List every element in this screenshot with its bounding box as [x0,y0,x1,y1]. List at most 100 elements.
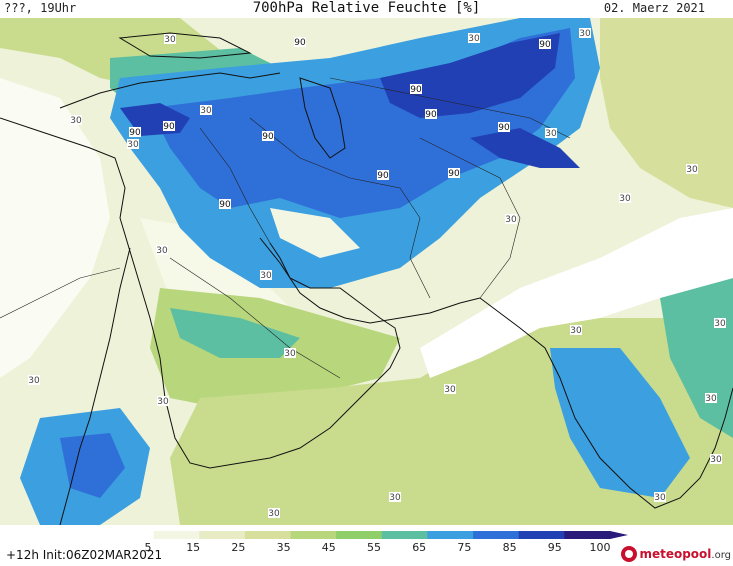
moist-zone-oman [170,308,300,358]
border-afghan [419,137,521,299]
svg-text:90: 90 [448,169,460,179]
contour-label-30: 30 [705,393,717,404]
contour-label-90: 90 [129,127,141,138]
contour-label-90: 90 [425,109,437,120]
svg-text:30: 30 [570,326,582,336]
contour-labels: 30 90 90 30 30 90 [28,28,726,519]
colorbar-cell [564,531,611,539]
colorbar-cell [427,531,474,539]
colorbar-tick-label: 45 [321,541,336,554]
svg-text:30: 30 [389,493,401,503]
contour-label-90: 90 [262,131,274,142]
contour-label-30: 30 [654,492,666,503]
moist-zone-northeast [600,18,733,208]
contour-label-30: 30 [127,139,139,150]
svg-text:30: 30 [705,394,717,404]
coast-red-sea-africa [59,247,131,525]
contour-label-90: 90 [294,37,306,48]
contour-label-30: 30 [389,492,401,503]
coast-turkey [59,72,281,109]
coastlines [0,32,733,525]
svg-text:30: 30 [468,34,480,44]
border-iraq [199,127,271,244]
colorbar-cell [290,531,337,539]
logo-suffix: .org [711,550,731,561]
coast-persian-gulf [259,237,481,324]
chart-title: 700hPa Relative Feuchte [%] [252,0,481,16]
moist-zone-africa-core [60,433,125,498]
contour-label-30: 30 [686,164,698,175]
contour-label-30: 30 [710,454,722,465]
svg-text:30: 30 [268,509,280,519]
contour-label-30: 30 [164,34,176,45]
svg-text:30: 30 [70,116,82,126]
contour-label-30: 30 [468,33,480,44]
svg-text:30: 30 [284,349,296,359]
contour-label-30: 30 [260,270,272,281]
svg-text:90: 90 [410,85,422,95]
svg-text:90: 90 [539,40,551,50]
colorbar-tick-label: 55 [367,541,381,554]
contour-label-30: 30 [200,105,212,116]
colorbar-cell [381,531,428,539]
border-iran [249,117,431,299]
colorbar-cell [473,531,520,539]
svg-text:90: 90 [262,132,274,142]
svg-text:30: 30 [619,194,631,204]
colorbar [108,531,628,539]
contour-label-30: 30 [570,325,582,336]
svg-text:30: 30 [579,29,591,39]
contour-label-90: 90 [410,84,422,95]
svg-text:90: 90 [163,122,175,132]
svg-text:30: 30 [260,271,272,281]
coast-arabia-west [119,217,401,469]
contour-label-30: 30 [545,128,557,139]
contour-label-90: 90 [377,170,389,181]
colorbar-tick-label: 25 [231,541,246,554]
svg-text:90: 90 [425,110,437,120]
svg-text:90: 90 [129,128,141,138]
colorbar-tick-label: 35 [276,541,291,554]
colorbar-tick-label: 65 [412,541,427,554]
forecast-info: +12h Init:06Z02MAR2021 [6,548,163,562]
colorbar-cell [244,531,292,539]
colorbar-cell [108,531,155,539]
contour-label-30: 30 [157,396,169,407]
coast-caspian [299,77,346,159]
colorbar-arrow [610,531,628,539]
coast-black-sea [118,32,252,59]
svg-text:30: 30 [127,140,139,150]
contour-label-90: 90 [163,121,175,132]
meteopool-logo-icon [621,546,638,562]
coast-pakistan-india [479,297,733,509]
colorbar-cell [199,531,246,539]
svg-text:30: 30 [686,165,698,175]
contour-label-30: 30 [156,245,168,256]
colorbar-cell [336,531,383,539]
colorbar-tick-label: 95 [547,541,562,554]
contour-label-90: 90 [539,39,551,50]
logo-brand: meteopool [639,547,712,561]
svg-text:30: 30 [200,106,212,116]
svg-text:30: 30 [157,397,169,407]
contour-label-30: 30 [444,384,456,395]
contour-label-30: 30 [28,375,40,386]
svg-text:30: 30 [444,385,456,395]
svg-text:30: 30 [164,35,176,45]
svg-text:30: 30 [545,129,557,139]
dry-pocket-gulf [270,208,360,258]
svg-text:90: 90 [498,123,510,133]
contour-label-30: 30 [70,115,82,126]
contour-label-30: 30 [505,214,517,225]
dry-zone-arabian-sea [420,208,733,378]
valid-date: 02. Maerz 2021 [603,1,705,15]
contour-label-30: 30 [268,508,280,519]
contour-label-90: 90 [448,168,460,179]
meteopool-logo[interactable]: meteopool.org [621,545,731,563]
svg-text:30: 30 [654,493,666,503]
borders [0,77,571,379]
contour-label-90: 90 [219,199,231,210]
colorbar-tick-label: 5 [144,541,152,554]
border-north [329,77,571,139]
colorbar-tick-label: 75 [457,541,472,554]
